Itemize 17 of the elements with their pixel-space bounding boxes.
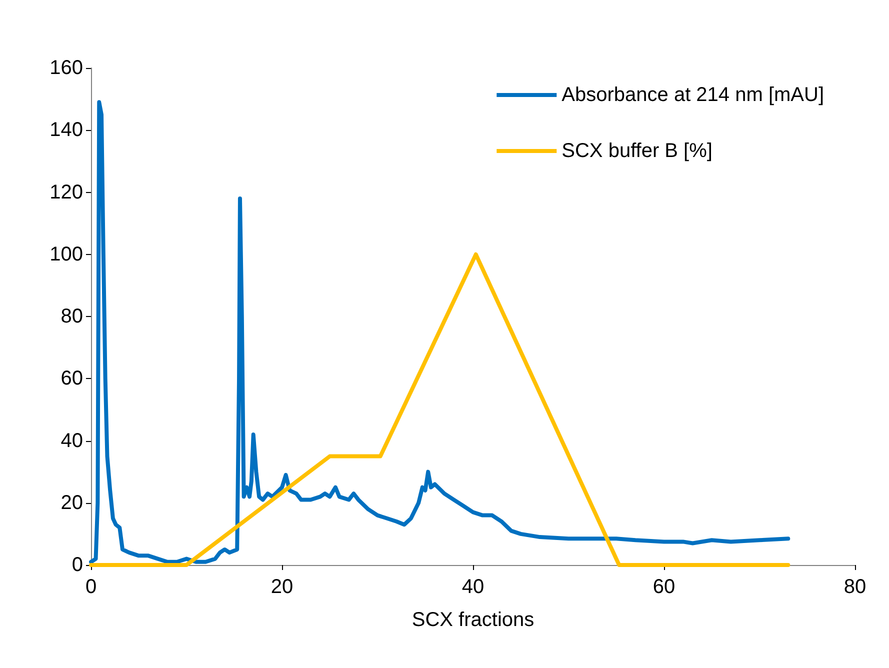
y-tick-label: 40 <box>60 430 83 452</box>
y-tick-label: 160 <box>50 57 83 79</box>
y-tick-label: 20 <box>60 492 83 514</box>
legend-label: Absorbance at 214 nm [mAU] <box>562 84 824 106</box>
y-tick-label: 100 <box>50 243 83 266</box>
legend-label: SCX buffer B [%] <box>562 140 712 162</box>
x-tick-label: 40 <box>462 576 484 598</box>
x-tick-label: 60 <box>652 576 676 598</box>
y-tick-label: 80 <box>60 306 83 328</box>
y-tick-label: 60 <box>60 368 83 390</box>
x-axis-title: SCX fractions <box>412 609 534 631</box>
x-tick-label: 80 <box>844 576 866 598</box>
y-tick-label: 120 <box>50 181 83 204</box>
x-tick-label: 20 <box>270 576 294 598</box>
y-tick-label: 0 <box>72 554 83 576</box>
y-tick-label: 140 <box>50 119 83 142</box>
x-tick-label: 0 <box>85 576 97 598</box>
